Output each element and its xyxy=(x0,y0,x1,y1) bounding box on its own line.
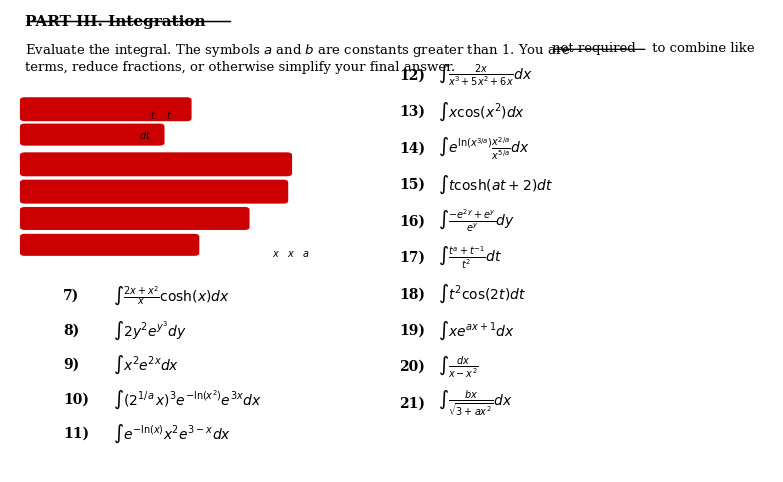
Text: $x$   $x$   $a$: $x$ $x$ $a$ xyxy=(272,249,310,259)
FancyBboxPatch shape xyxy=(20,207,250,230)
Text: $\int \frac{t^a+t^{-1}}{t^2}dt$: $\int \frac{t^a+t^{-1}}{t^2}dt$ xyxy=(438,245,503,271)
Text: PART III. Integration: PART III. Integration xyxy=(24,15,205,29)
FancyBboxPatch shape xyxy=(20,123,164,146)
Text: $\int(2^{1/a}\,x)^3e^{-\ln(x^2)}e^{3x}dx$: $\int(2^{1/a}\,x)^3e^{-\ln(x^2)}e^{3x}dx… xyxy=(114,388,262,411)
Text: 13): 13) xyxy=(399,105,425,119)
Text: 12): 12) xyxy=(399,68,425,83)
Text: 9): 9) xyxy=(63,358,80,372)
Text: $\int t\cosh(at+2)dt$: $\int t\cosh(at+2)dt$ xyxy=(438,174,554,196)
Text: $\int e^{-\ln(x)}x^2e^{3-x}dx$: $\int e^{-\ln(x)}x^2e^{3-x}dx$ xyxy=(114,423,232,445)
Text: 17): 17) xyxy=(399,251,425,265)
Text: 21): 21) xyxy=(399,397,425,411)
FancyBboxPatch shape xyxy=(20,97,192,121)
Text: 16): 16) xyxy=(399,214,425,228)
Text: 15): 15) xyxy=(399,178,425,192)
Text: not required: not required xyxy=(552,41,636,54)
Text: Evaluate the integral. The symbols $a$ and $b$ are constants greater than 1. You: Evaluate the integral. The symbols $a$ a… xyxy=(24,41,572,59)
Text: 18): 18) xyxy=(399,287,425,301)
Text: $\int \frac{-e^{2y}+e^y}{e^y}dy$: $\int \frac{-e^{2y}+e^y}{e^y}dy$ xyxy=(438,209,515,234)
Text: to combine like: to combine like xyxy=(648,41,754,54)
Text: 10): 10) xyxy=(63,393,89,407)
Text: 20): 20) xyxy=(399,360,425,374)
Text: 19): 19) xyxy=(399,323,425,337)
Text: 11): 11) xyxy=(63,427,89,441)
Text: terms, reduce fractions, or otherwise simplify your final answer.: terms, reduce fractions, or otherwise si… xyxy=(24,61,455,74)
Text: 14): 14) xyxy=(399,142,426,156)
Text: $\int x\cos(x^2)dx$: $\int x\cos(x^2)dx$ xyxy=(438,101,525,123)
FancyBboxPatch shape xyxy=(20,180,288,203)
Text: $\int x^2e^{2x}dx$: $\int x^2e^{2x}dx$ xyxy=(114,354,180,376)
Text: $t$    $t$: $t$ $t$ xyxy=(150,109,172,121)
Text: $dt$: $dt$ xyxy=(139,129,151,141)
Text: $\int \frac{2x+x^2}{x}\cosh(x)dx$: $\int \frac{2x+x^2}{x}\cosh(x)dx$ xyxy=(114,284,230,308)
Text: $\int t^2\cos(2t)dt$: $\int t^2\cos(2t)dt$ xyxy=(438,283,526,306)
FancyBboxPatch shape xyxy=(20,152,292,176)
Text: 7): 7) xyxy=(63,289,80,303)
Text: $\int 2y^2e^{y^3}dy$: $\int 2y^2e^{y^3}dy$ xyxy=(114,320,188,342)
Text: $\int \frac{dx}{x-x^2}$: $\int \frac{dx}{x-x^2}$ xyxy=(438,354,479,380)
Text: 8): 8) xyxy=(63,323,80,337)
FancyBboxPatch shape xyxy=(20,234,200,256)
Text: $\int xe^{ax+1}dx$: $\int xe^{ax+1}dx$ xyxy=(438,320,515,342)
Text: $\int e^{\ln(x^{3/a})}\frac{x^{2/a}}{x^{5/a}}dx$: $\int e^{\ln(x^{3/a})}\frac{x^{2/a}}{x^{… xyxy=(438,135,530,161)
Text: $\int \frac{bx}{\sqrt{3+ax^2}}dx$: $\int \frac{bx}{\sqrt{3+ax^2}}dx$ xyxy=(438,389,513,418)
Text: $\int \frac{2x}{x^3+5x^2+6x}dx$: $\int \frac{2x}{x^3+5x^2+6x}dx$ xyxy=(438,63,533,88)
